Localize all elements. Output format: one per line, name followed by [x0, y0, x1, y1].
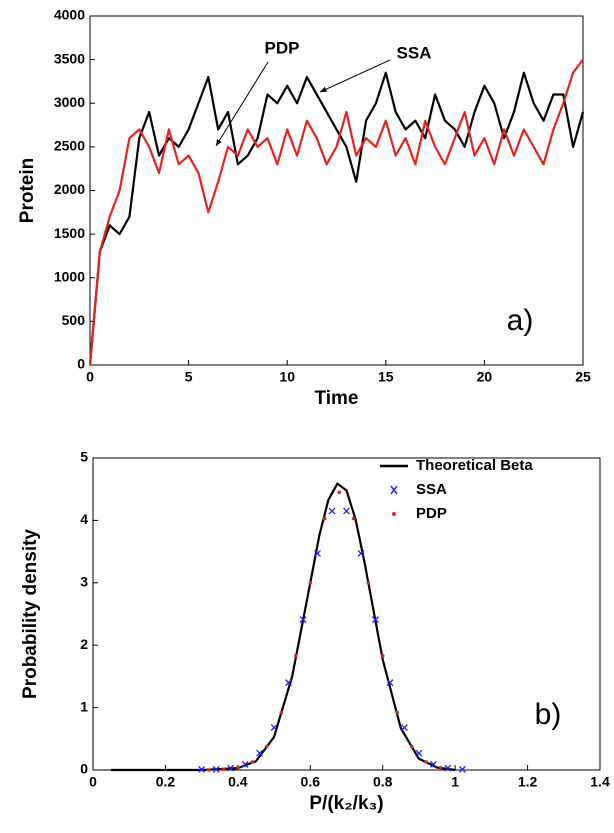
x-tick-label: 15	[378, 369, 394, 385]
x-tick-label: 0.8	[373, 774, 393, 790]
x-marker	[386, 679, 394, 687]
legend-swatch	[390, 485, 398, 495]
y-tick-label: 3	[80, 574, 88, 590]
dot-marker	[265, 744, 269, 749]
dot-marker	[250, 760, 255, 764]
x-marker	[458, 765, 466, 773]
x-tick-label: 20	[477, 369, 493, 385]
x-marker	[400, 724, 408, 732]
dot-marker	[221, 767, 226, 772]
panel-annotation: a)	[507, 304, 534, 337]
dot-marker	[337, 490, 342, 495]
y-tick-label: 5	[80, 449, 88, 465]
dot-marker	[424, 760, 428, 764]
x-marker	[372, 616, 379, 624]
x-tick-label: 1.4	[590, 774, 610, 790]
dot-marker	[308, 581, 313, 585]
legend-label: Theoretical Beta	[416, 457, 533, 474]
legend-label: SSA	[416, 481, 447, 498]
dot-marker	[438, 765, 443, 770]
y-tick-label: 0	[77, 356, 85, 372]
dot-marker	[294, 654, 298, 658]
x-marker	[241, 760, 249, 768]
y-tick-label: 0	[80, 761, 88, 777]
y-tick-label: 1	[80, 698, 88, 714]
arrow-head	[320, 86, 327, 92]
x-marker	[270, 724, 278, 732]
x-marker	[444, 764, 452, 772]
x-tick-label: 10	[279, 369, 295, 385]
series-annotation: SSA	[397, 43, 432, 62]
y-tick-label: 3500	[54, 50, 85, 66]
x-tick-label: 5	[185, 369, 193, 385]
x-axis-label: P/(k₂/k₃)	[309, 793, 383, 814]
dot-marker	[351, 516, 356, 521]
x-marker	[357, 550, 365, 557]
y-tick-label: 2500	[54, 138, 85, 154]
x-axis-label: Time	[314, 388, 358, 409]
y-tick-label: 1500	[54, 225, 85, 241]
y-tick-label: 4	[80, 511, 88, 527]
dot-marker	[409, 744, 414, 749]
dot-marker	[207, 768, 211, 772]
y-tick-label: 2000	[54, 181, 85, 197]
x-marker	[256, 749, 264, 757]
legend-swatch	[392, 512, 396, 516]
y-tick-label: 500	[62, 312, 86, 328]
y-axis-label: Probability density	[20, 529, 41, 699]
dot-marker	[366, 581, 371, 585]
series-annotation: PDP	[265, 38, 300, 57]
arrow-head	[216, 139, 222, 146]
x-tick-label: 25	[575, 369, 591, 385]
dot-marker	[236, 765, 240, 770]
x-marker	[343, 507, 350, 515]
x-tick-label: 1	[451, 774, 459, 790]
plot-frame	[92, 457, 601, 771]
x-marker	[415, 749, 423, 757]
x-tick-label: 0.6	[301, 774, 321, 790]
annotation-arrow	[319, 59, 391, 93]
dot-marker	[380, 654, 385, 658]
panel-annotation: b)	[535, 698, 562, 731]
x-tick-label: 0	[86, 369, 94, 385]
y-tick-label: 1000	[54, 268, 85, 284]
y-tick-label: 4000	[54, 7, 85, 23]
x-marker	[198, 765, 206, 773]
x-marker	[328, 507, 336, 515]
dot-marker	[279, 710, 284, 715]
dot-marker	[395, 710, 400, 715]
annotation-arrow	[215, 61, 269, 147]
y-tick-label: 2	[80, 636, 88, 652]
dot-marker	[322, 516, 327, 521]
series-line	[88, 58, 584, 366]
x-marker	[429, 760, 437, 768]
x-marker	[314, 550, 321, 557]
x-marker	[227, 764, 235, 772]
x-tick-label: 0.4	[228, 774, 248, 790]
x-marker	[299, 616, 307, 624]
x-tick-label: 0	[89, 774, 97, 790]
y-axis-label: Protein	[17, 158, 38, 223]
x-tick-label: 0.2	[156, 774, 176, 790]
x-marker	[285, 679, 293, 687]
y-tick-label: 3000	[54, 94, 85, 110]
legend-label: PDP	[416, 505, 447, 522]
x-tick-label: 1.2	[518, 774, 538, 790]
x-marker	[212, 765, 220, 773]
